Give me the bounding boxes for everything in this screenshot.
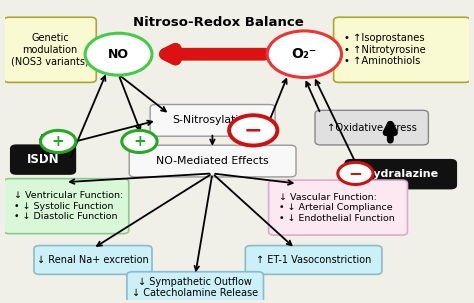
Text: −: − <box>348 165 363 182</box>
FancyBboxPatch shape <box>11 145 75 174</box>
FancyBboxPatch shape <box>334 17 470 82</box>
Circle shape <box>338 162 373 185</box>
Text: Genetic
modulation
(NOS3 variants): Genetic modulation (NOS3 variants) <box>11 33 89 66</box>
Text: +: + <box>52 134 64 149</box>
Text: Nitroso-Redox Balance: Nitroso-Redox Balance <box>133 16 304 29</box>
FancyBboxPatch shape <box>345 160 456 188</box>
Text: +: + <box>133 134 146 149</box>
FancyBboxPatch shape <box>315 110 428 145</box>
Text: NO-Mediated Effects: NO-Mediated Effects <box>156 156 269 166</box>
Text: ↓ Vascular Function:
• ↓ Arterial Compliance
• ↓ Endothelial Function: ↓ Vascular Function: • ↓ Arterial Compli… <box>279 193 394 222</box>
FancyBboxPatch shape <box>34 245 152 275</box>
Text: −: − <box>244 120 263 140</box>
Text: NO: NO <box>108 48 129 61</box>
Text: • ↑Isoprostanes
• ↑Nitrotyrosine
• ↑Aminothiols: • ↑Isoprostanes • ↑Nitrotyrosine • ↑Amin… <box>344 33 426 66</box>
Text: ↓ Sympathetic Outflow
↓ Catecholamine Release: ↓ Sympathetic Outflow ↓ Catecholamine Re… <box>132 277 258 298</box>
FancyBboxPatch shape <box>150 105 275 136</box>
Circle shape <box>267 31 341 78</box>
Text: ↓ Renal Na+ excretion: ↓ Renal Na+ excretion <box>37 255 149 265</box>
Text: ↓ Ventricular Function:
• ↓ Systolic Function
• ↓ Diastolic Function: ↓ Ventricular Function: • ↓ Systolic Fun… <box>14 191 123 221</box>
Circle shape <box>229 115 277 145</box>
FancyBboxPatch shape <box>4 179 129 234</box>
Circle shape <box>40 130 76 152</box>
Text: ISDN: ISDN <box>27 153 59 166</box>
Text: O₂⁻: O₂⁻ <box>292 47 317 61</box>
FancyBboxPatch shape <box>127 272 264 303</box>
Text: ↑ ET-1 Vasoconstriction: ↑ ET-1 Vasoconstriction <box>256 255 371 265</box>
Circle shape <box>85 33 152 75</box>
FancyBboxPatch shape <box>269 180 408 235</box>
Text: S-Nitrosylation: S-Nitrosylation <box>173 115 253 125</box>
FancyBboxPatch shape <box>129 145 296 177</box>
Circle shape <box>122 130 157 152</box>
FancyBboxPatch shape <box>246 245 382 275</box>
Text: ↑Oxidative Stress: ↑Oxidative Stress <box>327 123 417 133</box>
Text: Hydralazine: Hydralazine <box>364 169 438 179</box>
FancyBboxPatch shape <box>4 17 96 82</box>
